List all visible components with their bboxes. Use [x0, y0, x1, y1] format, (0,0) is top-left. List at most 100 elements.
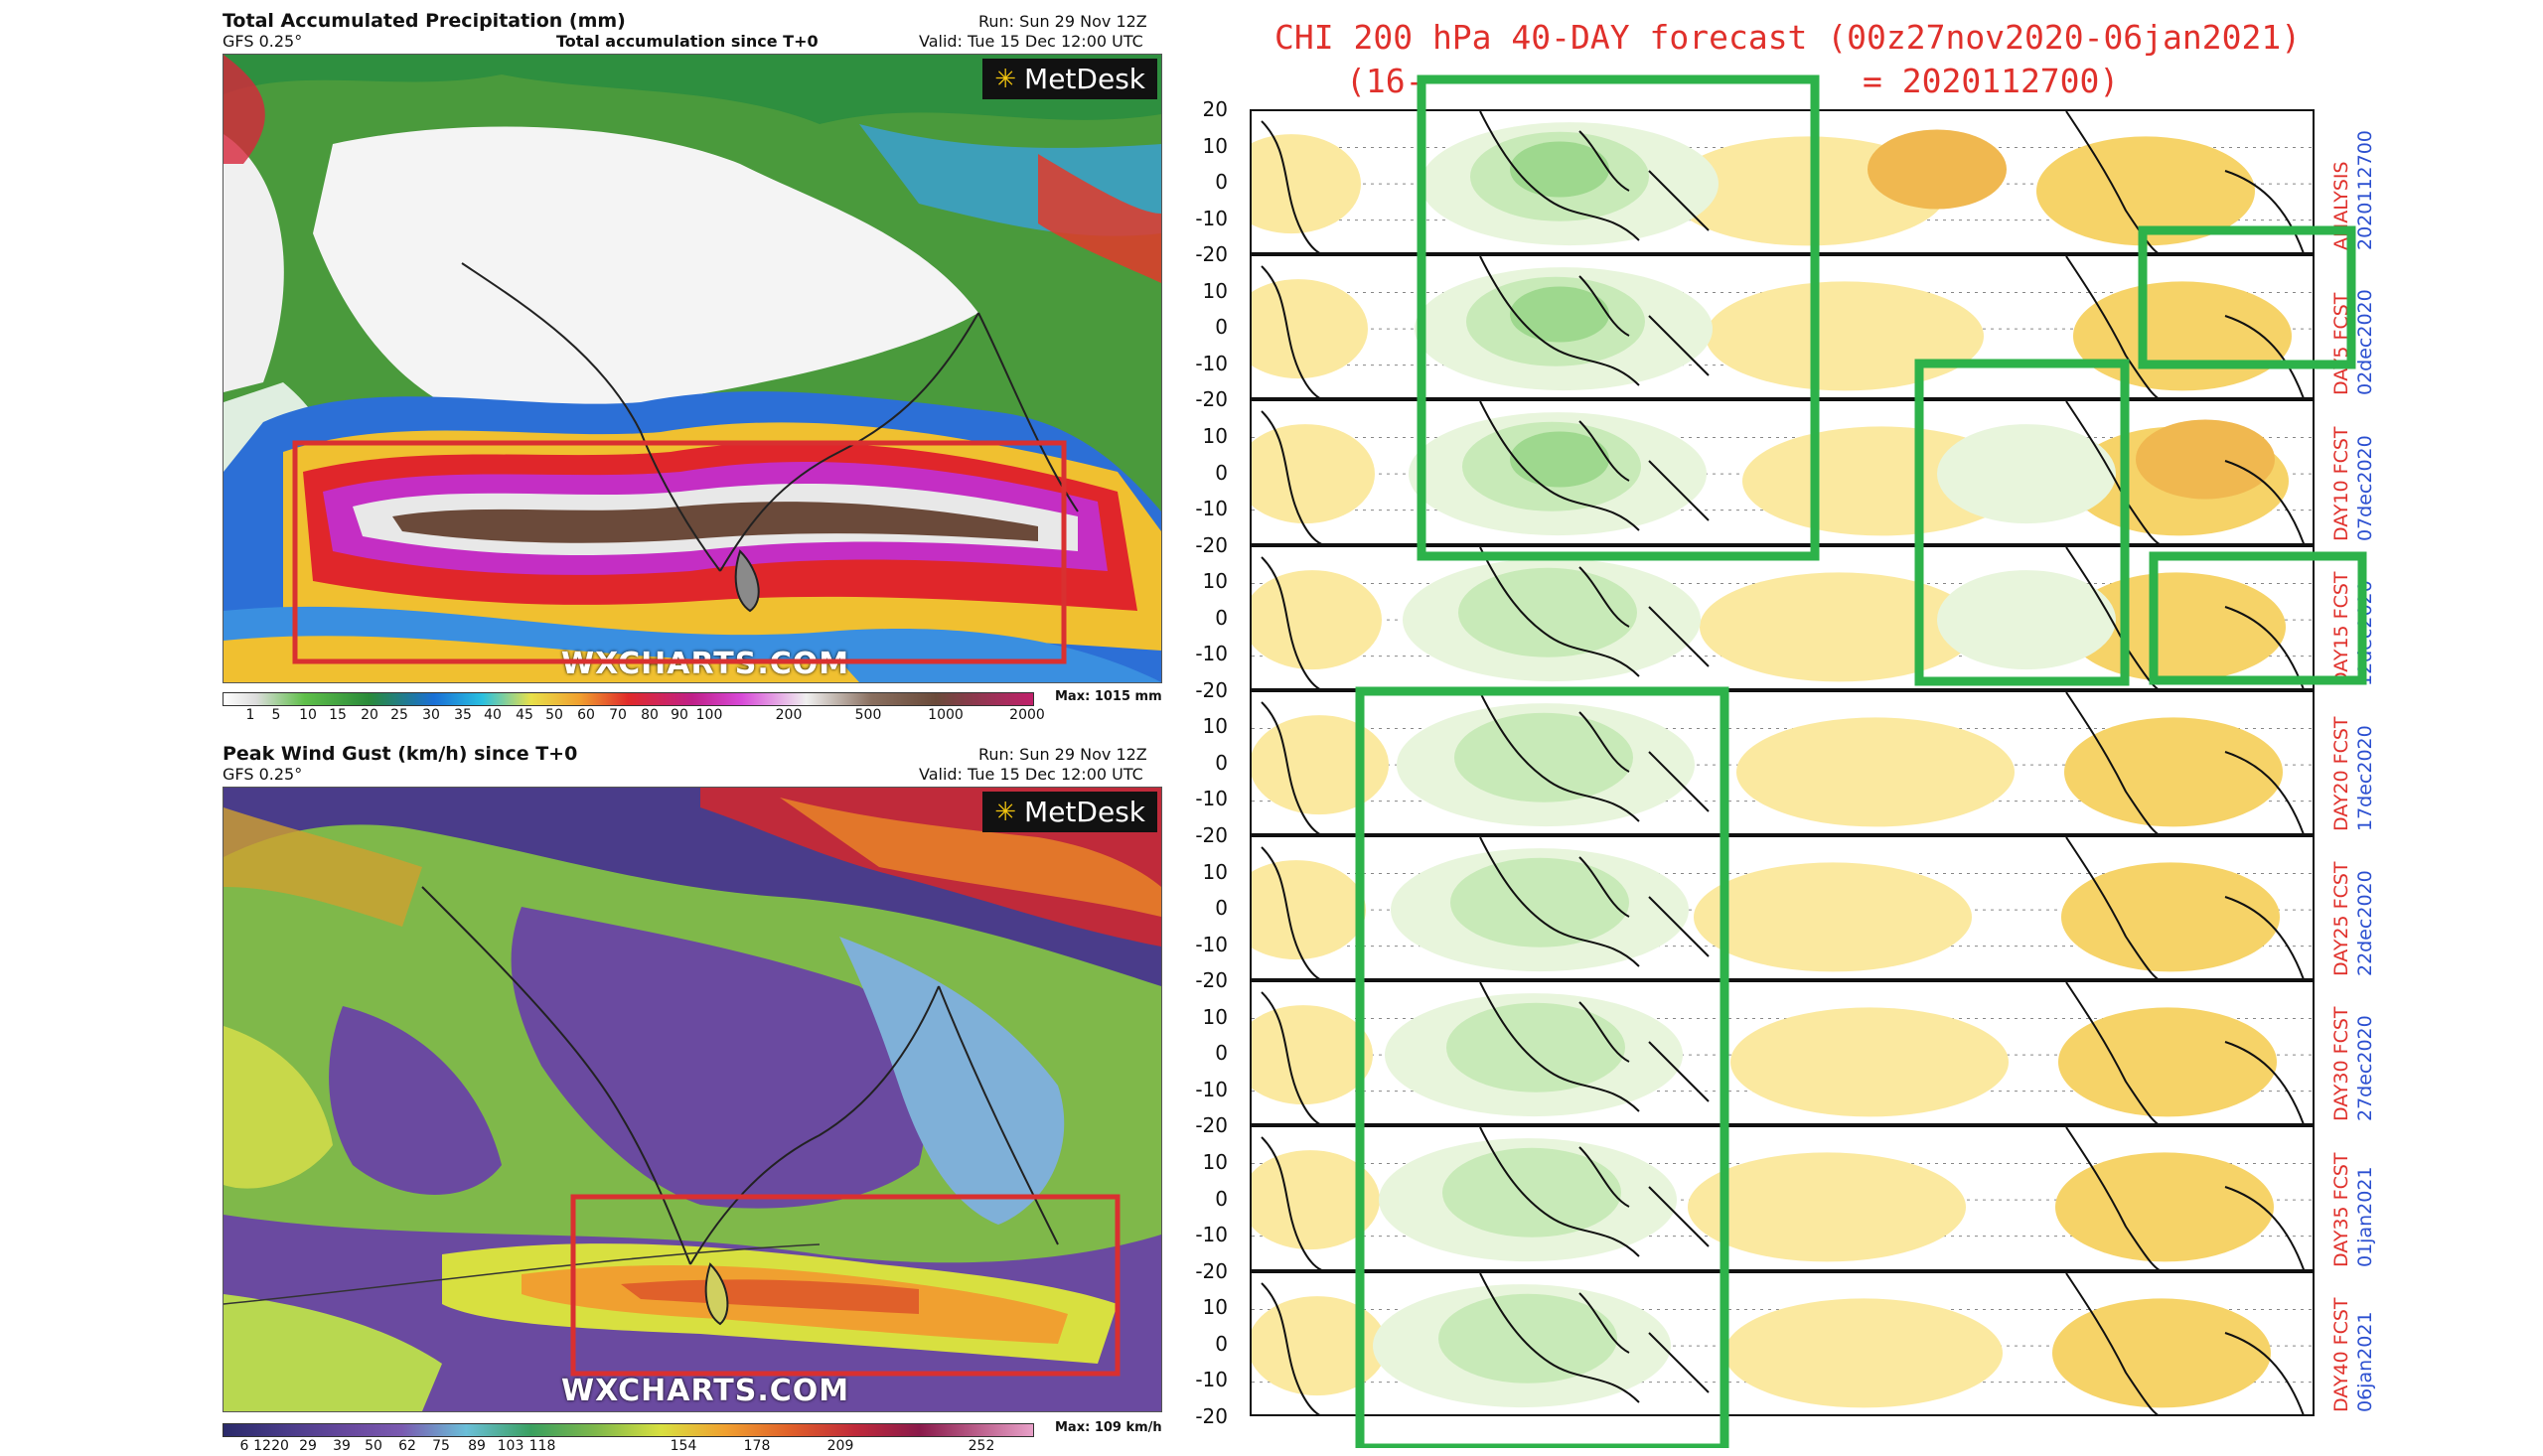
- precip-max-label: Max: 1015 mm: [1055, 689, 1162, 704]
- chi-y-tick-label: 10: [1202, 714, 1228, 739]
- chi-strip: [1250, 109, 2315, 255]
- chi-y-tick-label: 0: [1215, 460, 1228, 485]
- scale-tick: 10: [299, 707, 317, 723]
- chi-strip-field: [1252, 837, 2313, 979]
- wind-watermark: WXCHARTS.COM: [561, 1374, 850, 1408]
- scale-tick: 200: [775, 707, 803, 723]
- chi-y-tick-label: -20: [1195, 387, 1228, 412]
- chi-y-tick-label: 10: [1202, 278, 1228, 303]
- chi-y-tick-label: -20: [1195, 677, 1228, 702]
- precip-highlight-box: [292, 440, 1067, 664]
- scale-tick: 6: [239, 1438, 249, 1454]
- chi-y-tick-label: -20: [1195, 1113, 1228, 1138]
- chi-strip-field: [1252, 691, 2313, 833]
- chi-title-line1: CHI 200 hPa 40-DAY forecast (00z27nov202…: [1274, 18, 2302, 57]
- chi-y-tick-label: 10: [1202, 1004, 1228, 1029]
- precip-run: Run: Sun 29 Nov 12Z: [978, 12, 1147, 31]
- scale-tick: 30: [422, 707, 440, 723]
- chi-y-tick-label: 0: [1215, 896, 1228, 921]
- chi-y-tick-label: 0: [1215, 1186, 1228, 1211]
- scale-tick: 25: [390, 707, 408, 723]
- scale-tick: 80: [641, 707, 659, 723]
- wind-logo-text: MetDesk: [1024, 796, 1145, 828]
- wind-max-label: Max: 109 km/h: [1055, 1420, 1162, 1435]
- precip-map: ✳ MetDesk WXCHARTS.COM: [223, 54, 1162, 683]
- wind-map-image: [224, 788, 1161, 1411]
- chi-y-tick-label: 0: [1215, 605, 1228, 630]
- chi-y-tick-label: 0: [1215, 170, 1228, 195]
- scale-tick: 70: [609, 707, 627, 723]
- chi-y-tick-label: -20: [1195, 242, 1228, 267]
- wind-colorbar: [223, 1423, 1034, 1437]
- precip-subtitle: Total accumulation since T+0: [556, 32, 819, 51]
- chi-strip: [1250, 1125, 2315, 1271]
- scale-tick: 35: [454, 707, 472, 723]
- chi-strip: [1250, 544, 2315, 690]
- chi-y-tick-label: 0: [1215, 750, 1228, 775]
- chi-y-tick-label: -10: [1195, 206, 1228, 230]
- chi-y-tick-label: -10: [1195, 497, 1228, 521]
- scale-tick: 90: [671, 707, 688, 723]
- scale-tick: 20: [361, 707, 378, 723]
- precip-colorbar: [223, 692, 1034, 706]
- chi-y-tick-label: 0: [1215, 1041, 1228, 1066]
- precip-title: Total Accumulated Precipitation (mm): [223, 10, 626, 32]
- wind-highlight-box: [570, 1194, 1121, 1377]
- chi-strip: [1250, 835, 2315, 981]
- wind-valid: Valid: Tue 15 Dec 12:00 UTC: [919, 765, 1143, 784]
- scale-tick: 100: [695, 707, 723, 723]
- chi-y-tick-label: 10: [1202, 859, 1228, 884]
- precip-map-image: [224, 55, 1161, 682]
- precip-valid: Valid: Tue 15 Dec 12:00 UTC: [919, 32, 1143, 51]
- wind-run: Run: Sun 29 Nov 12Z: [978, 745, 1147, 764]
- chi-y-tick-label: 10: [1202, 1149, 1228, 1174]
- precip-logo: ✳ MetDesk: [982, 59, 1157, 99]
- scale-tick: 50: [545, 707, 563, 723]
- scale-tick: 5: [271, 707, 281, 723]
- scale-tick: 1000: [928, 707, 964, 723]
- chi-strip-field: [1252, 1272, 2313, 1414]
- chi-y-tick-label: -10: [1195, 932, 1228, 956]
- scale-tick: 60: [577, 707, 595, 723]
- chi-strip: [1250, 689, 2315, 835]
- chi-strips-container: [1250, 109, 2315, 1416]
- chi-y-tick-label: 20: [1202, 97, 1228, 121]
- scale-tick: 2000: [1009, 707, 1045, 723]
- chi-y-tick-label: -20: [1195, 1258, 1228, 1283]
- scale-tick: 40: [484, 707, 502, 723]
- chi-y-tick-label: 10: [1202, 1295, 1228, 1320]
- chi-title-line2: (16-: [1346, 62, 1425, 100]
- wind-logo: ✳ MetDesk: [982, 792, 1157, 832]
- scale-tick: 1: [245, 707, 255, 723]
- chi-title-line2-end: = 2020112700): [1863, 62, 2120, 100]
- metdesk-star-icon: ✳: [994, 797, 1017, 827]
- chi-y-tick-label: 10: [1202, 569, 1228, 594]
- chi-y-tick-label: 0: [1215, 315, 1228, 340]
- chi-strip-field: [1252, 1127, 2313, 1269]
- chi-y-tick-label: -20: [1195, 1403, 1228, 1428]
- chi-strip: [1250, 980, 2315, 1126]
- chi-y-tick-label: -10: [1195, 1077, 1228, 1101]
- scale-tick: 500: [854, 707, 882, 723]
- chi-y-tick-label: 10: [1202, 423, 1228, 448]
- chi-strip-field: [1252, 546, 2313, 688]
- chi-y-tick-label: -10: [1195, 787, 1228, 811]
- chi-y-tick-label: 10: [1202, 133, 1228, 158]
- wind-map: ✳ MetDesk WXCHARTS.COM: [223, 787, 1162, 1412]
- precip-model: GFS 0.25°: [223, 32, 303, 51]
- scale-tick: 15: [329, 707, 347, 723]
- chi-y-tick-label: -10: [1195, 1368, 1228, 1392]
- chi-y-axis: 20 10 0 -10 -20 10 0 -10 -20 10 0 -10 -20 10 0 -10 -20 10…: [1188, 97, 1248, 1428]
- chi-strip-field: [1252, 982, 2313, 1124]
- precip-scale-ticks: 1 5 10 15 20 25 30 35 40 45 50 60 70 80 90 100 200 500 100…: [223, 707, 1045, 725]
- precip-logo-text: MetDesk: [1024, 63, 1145, 95]
- chi-y-tick-label: -10: [1195, 1223, 1228, 1247]
- metdesk-star-icon: ✳: [994, 64, 1017, 94]
- scale-tick: 45: [516, 707, 533, 723]
- chi-strip-field: [1252, 111, 2313, 253]
- wind-title: Peak Wind Gust (km/h) since T+0: [223, 743, 578, 765]
- chi-y-tick-label: 0: [1215, 1331, 1228, 1356]
- chi-y-tick-label: -20: [1195, 532, 1228, 557]
- chi-y-tick-label: -10: [1195, 351, 1228, 375]
